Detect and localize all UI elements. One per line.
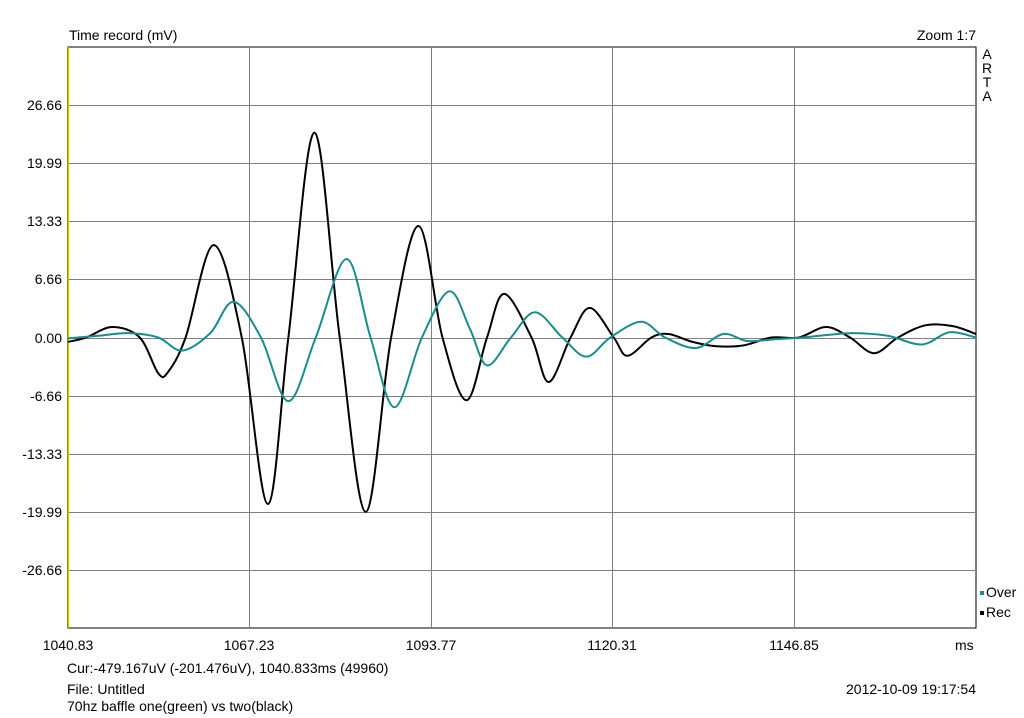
y-tick-label: 6.66 — [34, 271, 62, 287]
x-tick-label: 1040.83 — [42, 637, 94, 653]
measurement-note: 70hz baffle one(green) vs two(black) — [67, 698, 294, 714]
x-unit-label: ms — [955, 637, 974, 653]
legend-over-swatch — [980, 591, 984, 596]
x-tick-label: 1067.23 — [223, 637, 275, 653]
zoom-indicator: Zoom 1:7 — [916, 27, 976, 43]
x-tick-label: 1146.85 — [769, 637, 819, 653]
y-tick-label: 26.66 — [26, 97, 62, 113]
x-tick-label: 1093.77 — [405, 637, 457, 653]
y-tick-label: -19.99 — [22, 504, 62, 520]
legend-over-label: Over — [986, 584, 1017, 600]
legend-rec-label: Rec — [986, 604, 1011, 620]
legend-over: Over — [980, 584, 1016, 600]
y-tick-label: -26.66 — [22, 562, 62, 578]
x-tick-label: 1120.31 — [587, 637, 637, 653]
legend-rec-swatch — [980, 611, 984, 616]
brand-letter: A — [982, 88, 992, 104]
legend-rec: Rec — [980, 604, 1011, 620]
y-tick-label: 13.33 — [26, 213, 62, 229]
file-name: File: Untitled — [67, 681, 145, 697]
y-tick-label: -13.33 — [22, 446, 62, 462]
chart-title: Time record (mV) — [69, 27, 178, 43]
y-tick-label: 0.00 — [34, 330, 62, 346]
cursor-readout: Cur:-479.167uV (-201.476uV), 1040.833ms … — [67, 660, 389, 676]
y-tick-label: -6.66 — [30, 388, 62, 404]
timestamp: 2012-10-09 19:17:54 — [846, 681, 976, 697]
y-tick-label: 19.99 — [26, 155, 62, 171]
brand-letter: A — [982, 46, 992, 62]
series-line-over — [67, 258, 977, 409]
brand-letter: R — [982, 60, 993, 76]
brand-letter: T — [982, 74, 992, 90]
